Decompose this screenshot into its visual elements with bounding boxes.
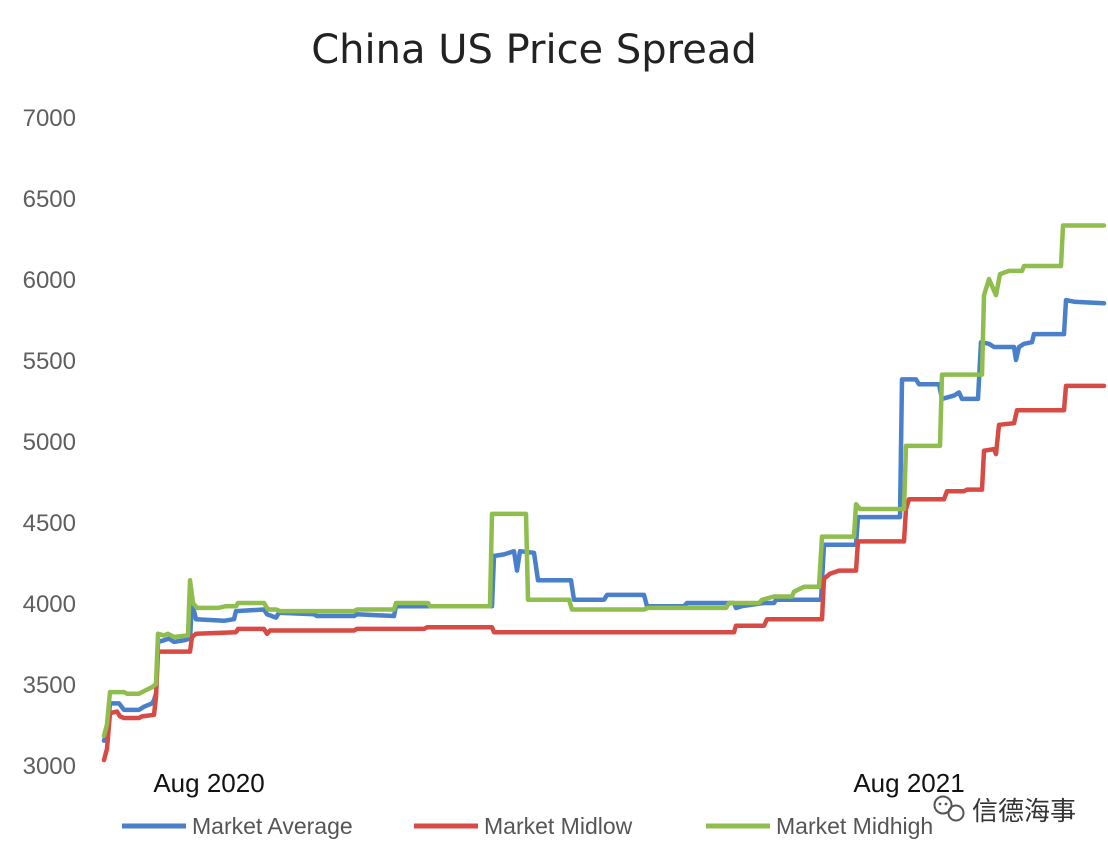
- legend: Market Average Market Midlow Market Midhig…: [122, 813, 933, 839]
- y-tick-label: 4000: [23, 591, 76, 618]
- watermark: 信德海事: [933, 795, 1076, 827]
- y-tick-label: 7000: [23, 105, 76, 132]
- x-axis: Aug 2020 Aug 2021: [153, 768, 964, 798]
- series-line-market-average: [101, 297, 1107, 743]
- series-line-market-midhigh: [101, 223, 1107, 739]
- legend-label: Market Midlow: [484, 813, 633, 839]
- legend-label: Market Midhigh: [776, 813, 933, 839]
- y-tick-label: 5000: [23, 429, 76, 456]
- y-tick-label: 6000: [23, 267, 76, 294]
- watermark-text: 信德海事: [972, 797, 1076, 827]
- wechat-icon: [933, 795, 965, 822]
- y-tick-label: 6500: [23, 186, 76, 213]
- y-axis: 3000 3500 4000 4500 5000 5500 6000 6500 7000: [23, 105, 76, 780]
- x-tick-label: Aug 2021: [853, 768, 964, 798]
- series-layer: [101, 223, 1107, 763]
- legend-label: Market Average: [192, 813, 353, 839]
- y-tick-label: 4500: [23, 510, 76, 537]
- y-tick-label: 3500: [23, 672, 76, 699]
- series-line-market-midlow: [101, 383, 1107, 763]
- x-tick-label: Aug 2020: [153, 768, 264, 798]
- chart-title: China US Price Spread: [311, 27, 757, 73]
- y-tick-label: 3000: [23, 753, 76, 780]
- y-tick-label: 5500: [23, 348, 76, 375]
